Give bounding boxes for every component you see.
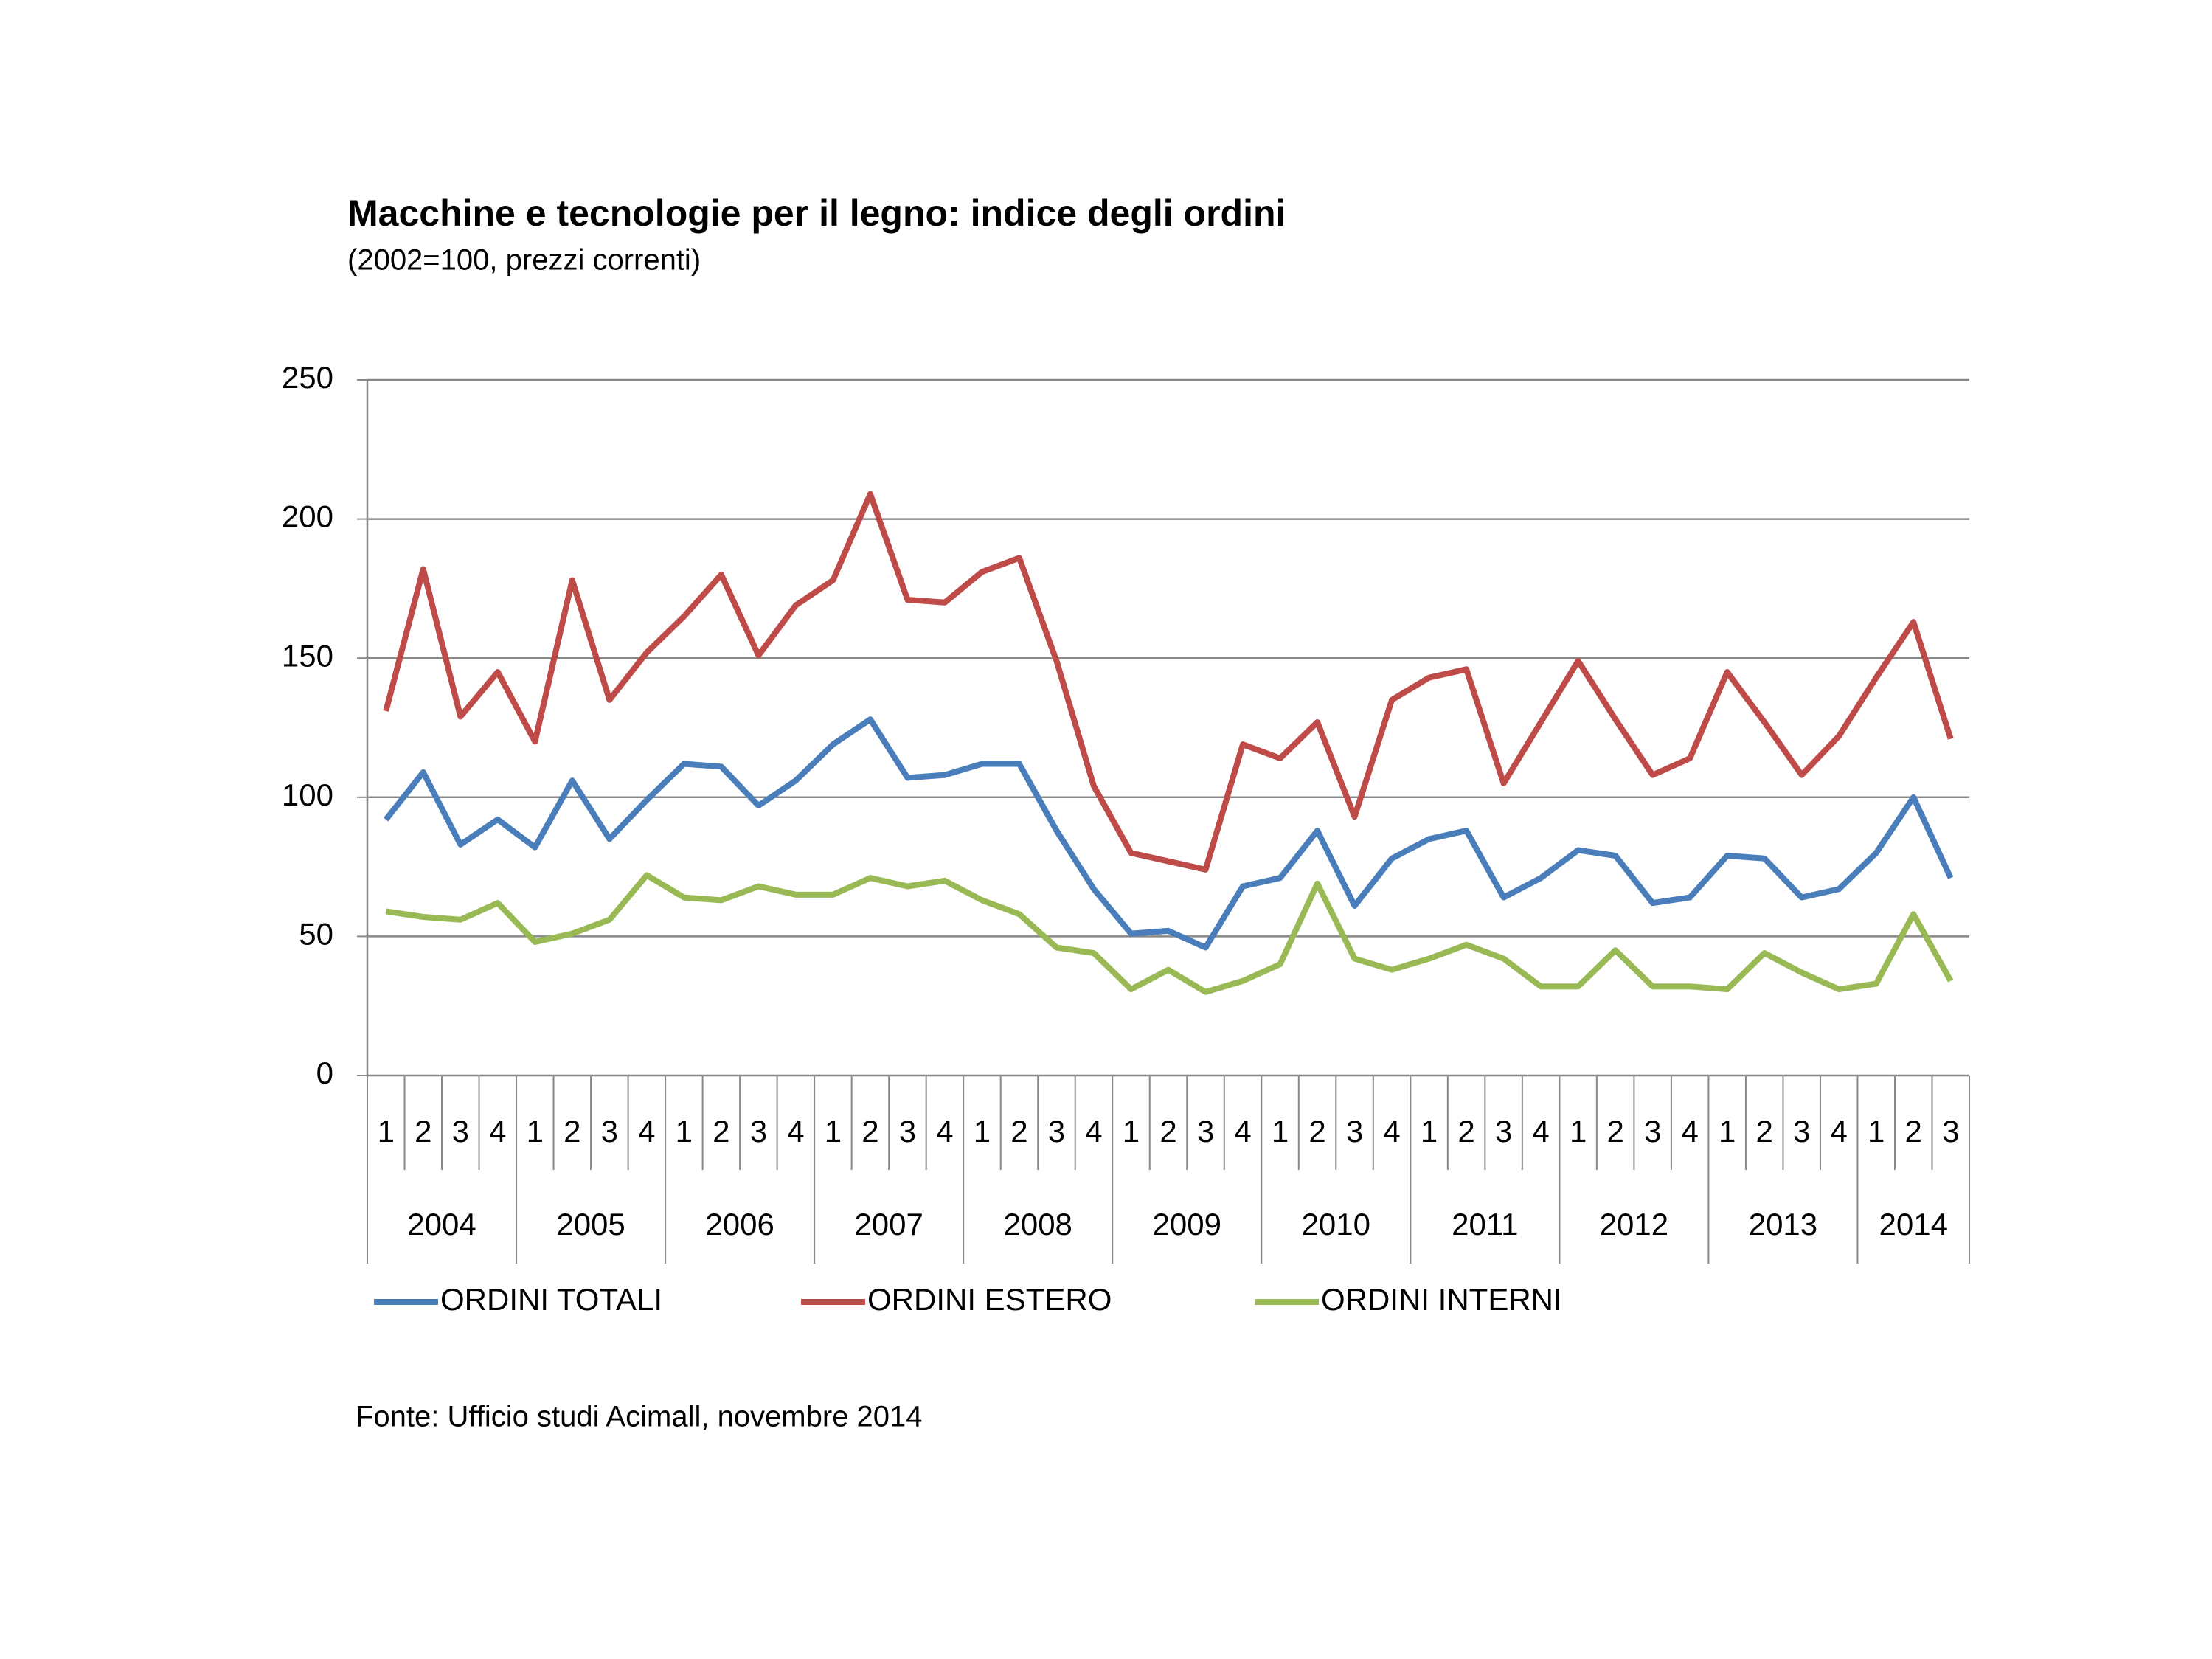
- x-tick-label: 3: [1346, 1114, 1363, 1149]
- year-label: 2011: [1452, 1207, 1518, 1241]
- x-tick-label: 1: [1719, 1114, 1736, 1149]
- x-tick-label: 4: [1831, 1114, 1848, 1149]
- x-tick-label: 2: [1457, 1114, 1474, 1149]
- y-tick-label: 250: [282, 360, 333, 395]
- x-tick-label: 1: [1123, 1114, 1140, 1149]
- chart-title: Macchine e tecnologie per il legno: indi…: [347, 193, 1286, 234]
- x-tick-label: 1: [1421, 1114, 1438, 1149]
- x-tick-label: 4: [638, 1114, 655, 1149]
- x-tick-label: 2: [1905, 1114, 1922, 1149]
- legend-label: ORDINI INTERNI: [1321, 1282, 1562, 1317]
- series-line: [383, 491, 1954, 873]
- x-tick-label: 2: [1308, 1114, 1325, 1149]
- x-tick-label: 3: [750, 1114, 767, 1149]
- x-tick-label: 4: [1383, 1114, 1400, 1149]
- x-tick-label: 3: [899, 1114, 916, 1149]
- x-tick-label: 1: [1272, 1114, 1289, 1149]
- x-tick-label: 4: [1532, 1114, 1549, 1149]
- x-tick-label: 2: [1159, 1114, 1176, 1149]
- x-tick-label: 4: [1681, 1114, 1698, 1149]
- x-tick-label: 1: [676, 1114, 693, 1149]
- x-tick-label: 2: [861, 1114, 878, 1149]
- chart-subtitle: (2002=100, prezzi correnti): [347, 244, 701, 277]
- x-tick-label: 4: [1085, 1114, 1102, 1149]
- x-tick-label: 1: [527, 1114, 544, 1149]
- x-tick-label: 2: [1756, 1114, 1773, 1149]
- x-tick-label: 2: [1606, 1114, 1623, 1149]
- x-tick-label: 1: [1570, 1114, 1587, 1149]
- y-tick-label: 200: [282, 499, 333, 534]
- x-tick-label: 2: [713, 1114, 729, 1149]
- x-tick-label: 1: [825, 1114, 842, 1149]
- year-label: 2006: [705, 1207, 774, 1241]
- y-tick-label: 50: [299, 916, 333, 951]
- series-line: [384, 716, 1954, 951]
- year-label: 2009: [1153, 1207, 1221, 1241]
- x-tick-label: 3: [1048, 1114, 1065, 1149]
- x-tick-label: 1: [378, 1114, 395, 1149]
- x-tick-label: 4: [787, 1114, 804, 1149]
- year-label: 2007: [854, 1207, 923, 1241]
- x-tick-label: 2: [564, 1114, 580, 1149]
- legend-label: ORDINI TOTALI: [440, 1282, 662, 1317]
- x-tick-label: 3: [1793, 1114, 1810, 1149]
- y-tick-label: 100: [282, 777, 333, 812]
- year-label: 2010: [1302, 1207, 1370, 1241]
- x-tick-label: 3: [1197, 1114, 1214, 1149]
- year-label: 2004: [407, 1207, 476, 1241]
- x-tick-label: 3: [1644, 1114, 1661, 1149]
- chart-source: Fonte: Ufficio studi Acimall, novembre 2…: [356, 1401, 923, 1433]
- x-tick-label: 3: [452, 1114, 469, 1149]
- year-label: 2013: [1749, 1207, 1817, 1241]
- year-label: 2014: [1879, 1207, 1948, 1241]
- x-tick-label: 3: [601, 1114, 618, 1149]
- year-label: 2012: [1600, 1207, 1668, 1241]
- x-tick-label: 1: [1868, 1114, 1885, 1149]
- x-tick-label: 4: [489, 1114, 506, 1149]
- x-tick-label: 2: [415, 1114, 431, 1149]
- x-tick-label: 2: [1010, 1114, 1027, 1149]
- x-tick-label: 1: [974, 1114, 991, 1149]
- y-tick-label: 150: [282, 638, 333, 673]
- legend-label: ORDINI ESTERO: [867, 1282, 1112, 1317]
- x-tick-label: 4: [936, 1114, 953, 1149]
- y-tick-label: 0: [316, 1056, 333, 1090]
- x-tick-label: 3: [1495, 1114, 1512, 1149]
- x-tick-label: 4: [1234, 1114, 1251, 1149]
- year-label: 2008: [1003, 1207, 1072, 1241]
- x-tick-label: 3: [1942, 1114, 1959, 1149]
- year-label: 2005: [556, 1207, 625, 1241]
- series-line: [385, 872, 1954, 995]
